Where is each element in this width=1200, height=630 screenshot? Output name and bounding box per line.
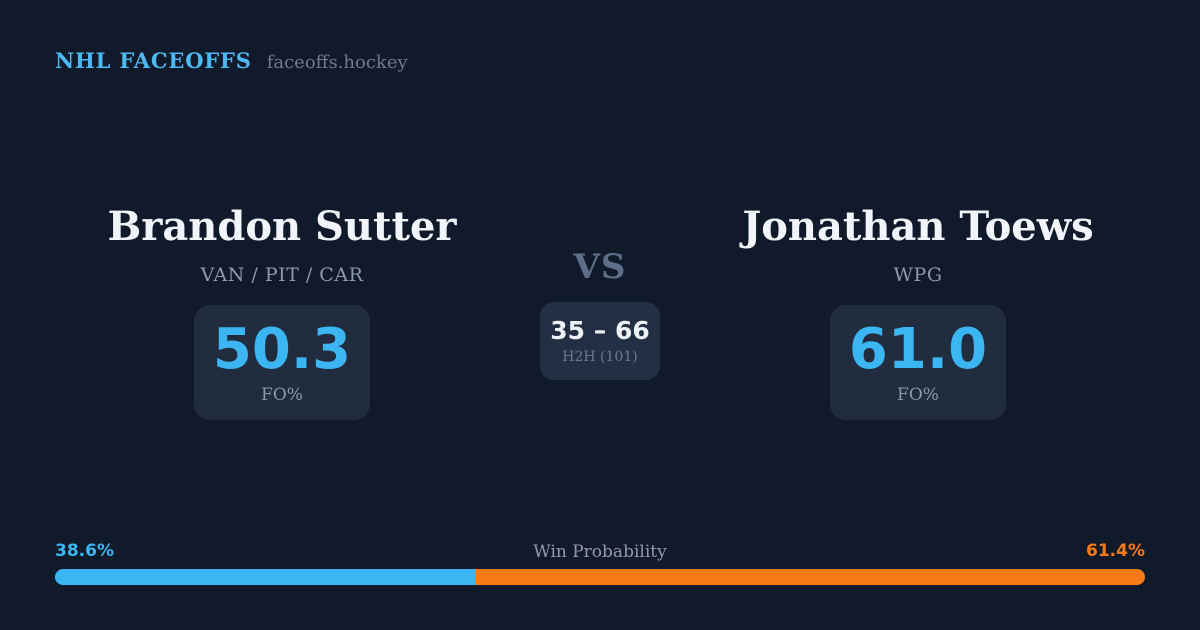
win-probability-left-pct: 38.6% [55, 541, 114, 561]
win-probability-bar-right-segment [475, 569, 1145, 585]
h2h-card: 35 – 66 H2H (101) [540, 302, 660, 380]
player-left-name: Brandon Sutter [107, 203, 457, 250]
player-right-fo-card: 61.0 FO% [830, 305, 1006, 420]
player-left-fo-label: FO% [261, 384, 303, 405]
header: NHL FACEOFFS faceoffs.hockey [55, 48, 408, 73]
player-left-teams: VAN / PIT / CAR [200, 264, 364, 286]
win-probability-bar [55, 569, 1145, 585]
player-left-column: Brandon Sutter VAN / PIT / CAR 50.3 FO% [97, 205, 467, 420]
player-left-fo-card: 50.3 FO% [194, 305, 370, 420]
vs-label: VS [573, 247, 627, 287]
player-right-fo-value: 61.0 [848, 316, 988, 382]
versus-column: VS 35 – 66 H2H (101) [500, 247, 700, 380]
site-url: faceoffs.hockey [266, 52, 408, 73]
player-right-fo-label: FO% [897, 384, 939, 405]
win-probability-right-pct: 61.4% [1086, 541, 1145, 561]
win-probability-labels: 38.6% Win Probability 61.4% [55, 541, 1145, 563]
player-left-fo-value: 50.3 [212, 316, 352, 382]
player-right-teams: WPG [893, 264, 943, 286]
win-probability-bar-left-segment [55, 569, 476, 585]
h2h-score: 35 – 66 [550, 316, 650, 345]
player-right-name: Jonathan Toews [742, 203, 1094, 250]
win-probability-title: Win Probability [533, 542, 667, 562]
brand-wordmark: NHL FACEOFFS [55, 48, 252, 73]
h2h-label: H2H (101) [562, 349, 638, 365]
player-right-column: Jonathan Toews WPG 61.0 FO% [733, 205, 1103, 420]
